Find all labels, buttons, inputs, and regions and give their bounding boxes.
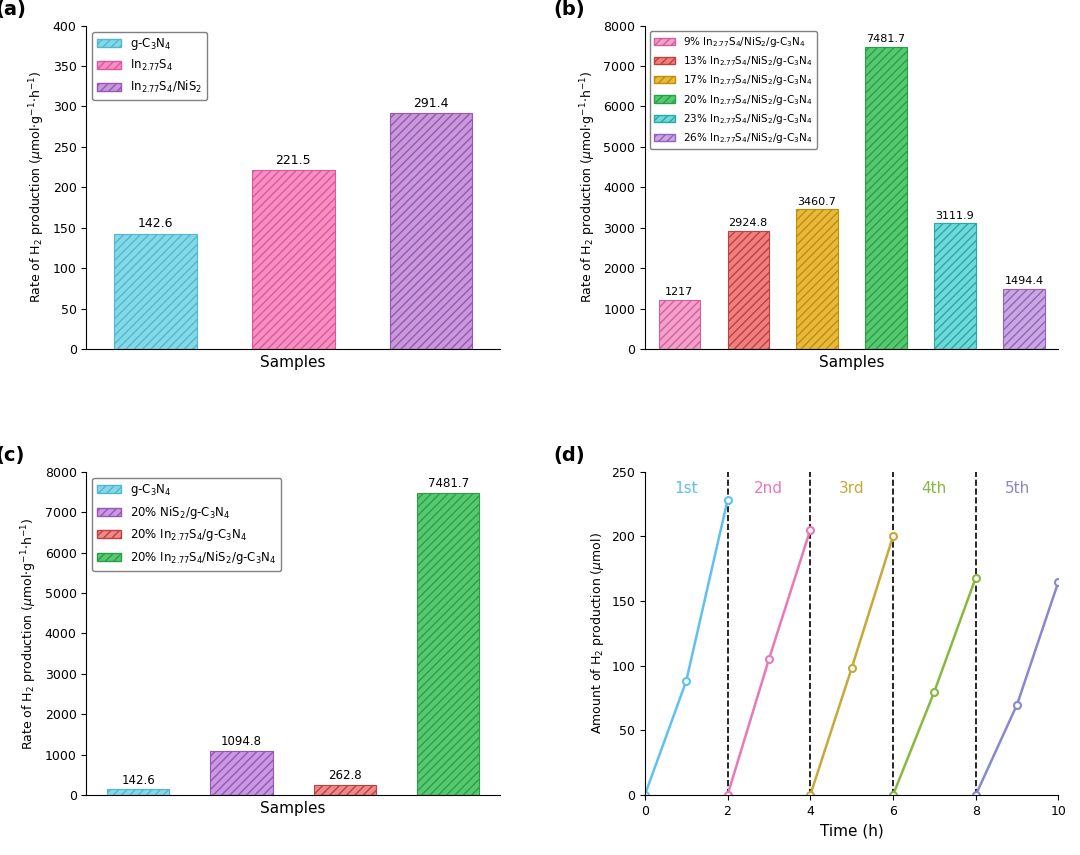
Text: 7481.7: 7481.7	[866, 34, 906, 44]
Legend: g-C$_3$N$_4$, 20% NiS$_2$/g-C$_3$N$_4$, 20% In$_{2.77}$S$_4$/g-C$_3$N$_4$, 20% I: g-C$_3$N$_4$, 20% NiS$_2$/g-C$_3$N$_4$, …	[92, 478, 281, 571]
Text: 5th: 5th	[1004, 481, 1029, 496]
Y-axis label: Amount of H$_2$ production ($\mu$mol): Amount of H$_2$ production ($\mu$mol)	[589, 533, 606, 734]
Text: 3460.7: 3460.7	[798, 197, 837, 207]
Bar	[1003, 289, 1044, 349]
Bar	[314, 785, 376, 795]
Text: 1494.4: 1494.4	[1004, 276, 1043, 286]
Text: 142.6: 142.6	[121, 774, 154, 787]
X-axis label: Samples: Samples	[260, 800, 326, 816]
Text: 291.4: 291.4	[414, 97, 449, 110]
X-axis label: Samples: Samples	[819, 355, 885, 369]
Text: (a): (a)	[0, 0, 26, 19]
Text: 4th: 4th	[921, 481, 947, 496]
Bar	[390, 114, 472, 349]
Y-axis label: Rate of H$_2$ production ($\mu$mol$\cdot$g$^{-1}$$\cdot$h$^{-1}$): Rate of H$_2$ production ($\mu$mol$\cdot…	[28, 71, 48, 304]
Bar	[728, 231, 769, 349]
Text: 2nd: 2nd	[754, 481, 783, 496]
Text: 1st: 1st	[674, 481, 698, 496]
Text: 1217: 1217	[665, 287, 693, 298]
Y-axis label: Rate of H$_2$ production ($\mu$mol$\cdot$g$^{-1}$$\cdot$h$^{-1}$): Rate of H$_2$ production ($\mu$mol$\cdot…	[19, 517, 39, 750]
Text: (d): (d)	[554, 446, 585, 465]
Text: 221.5: 221.5	[275, 154, 311, 167]
X-axis label: Time (h): Time (h)	[820, 823, 883, 839]
Bar	[659, 300, 700, 349]
Text: 1094.8: 1094.8	[221, 735, 262, 748]
Y-axis label: Rate of H$_2$ production ($\mu$mol$\cdot$g$^{-1}$$\cdot$h$^{-1}$): Rate of H$_2$ production ($\mu$mol$\cdot…	[578, 71, 597, 304]
Bar	[114, 233, 197, 349]
Bar	[417, 492, 480, 795]
Legend: g-C$_3$N$_4$, In$_{2.77}$S$_4$, In$_{2.77}$S$_4$/NiS$_2$: g-C$_3$N$_4$, In$_{2.77}$S$_4$, In$_{2.7…	[92, 32, 207, 100]
Text: 3111.9: 3111.9	[935, 211, 974, 221]
Text: 142.6: 142.6	[137, 217, 173, 231]
Text: 262.8: 262.8	[328, 770, 362, 782]
Legend: 9% In$_{2.77}$S$_4$/NiS$_2$/g-C$_3$N$_4$, 13% In$_{2.77}$S$_4$/NiS$_2$/g-C$_3$N$: 9% In$_{2.77}$S$_4$/NiS$_2$/g-C$_3$N$_4$…	[650, 31, 816, 150]
Text: (c): (c)	[0, 446, 25, 465]
Text: 3rd: 3rd	[839, 481, 864, 496]
Bar	[211, 751, 272, 795]
Text: 7481.7: 7481.7	[428, 477, 469, 491]
X-axis label: Samples: Samples	[260, 355, 326, 369]
Bar	[865, 46, 907, 349]
Text: (b): (b)	[554, 0, 585, 19]
Bar	[252, 170, 335, 349]
Bar	[796, 209, 838, 349]
Bar	[107, 789, 170, 795]
Bar	[934, 223, 975, 349]
Text: 2924.8: 2924.8	[729, 218, 768, 228]
